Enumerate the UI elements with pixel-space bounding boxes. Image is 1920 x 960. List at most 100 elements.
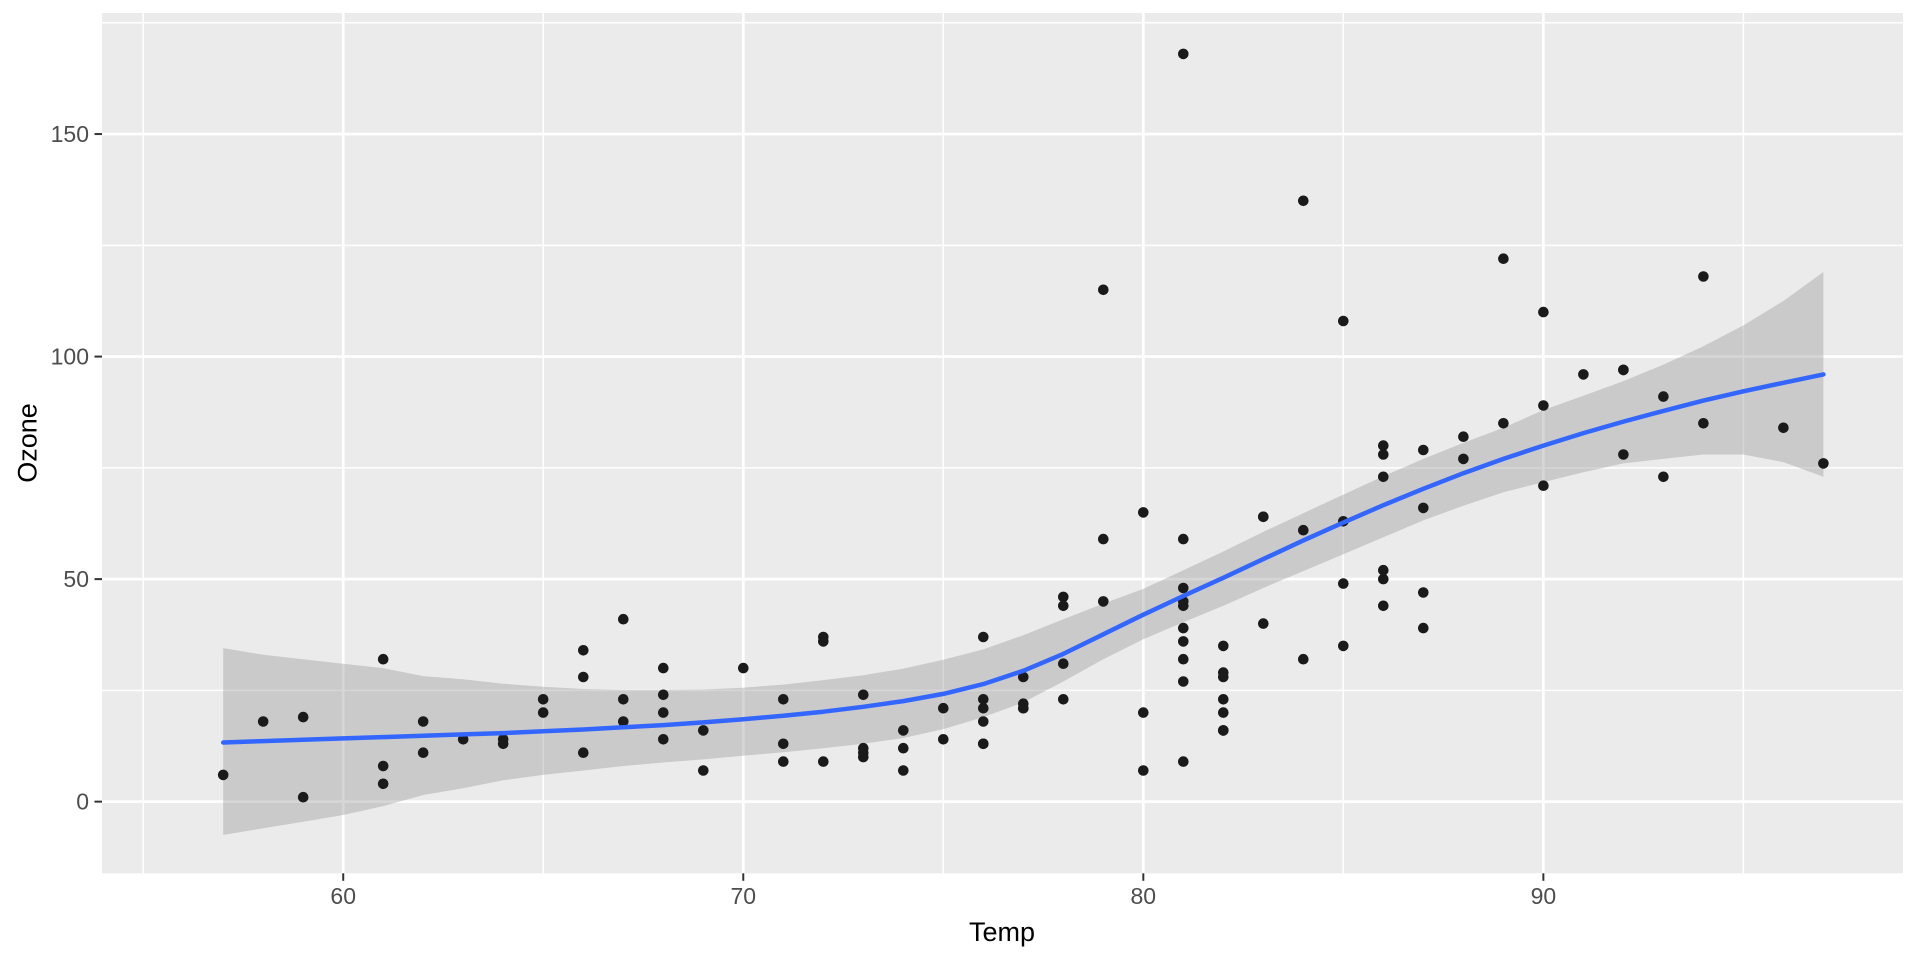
- data-point: [1138, 707, 1149, 718]
- data-point: [1058, 600, 1069, 612]
- data-point: [1058, 591, 1069, 603]
- data-point: [658, 662, 669, 674]
- data-point: [1018, 671, 1029, 683]
- data-point: [1098, 533, 1109, 545]
- data-point: [1658, 471, 1669, 483]
- data-point: [658, 734, 669, 745]
- data-point: [1378, 573, 1389, 585]
- data-point: [898, 742, 909, 754]
- data-point: [1298, 653, 1309, 665]
- data-point: [1298, 195, 1309, 207]
- data-point: [537, 694, 549, 705]
- data-point: [1418, 587, 1429, 598]
- data-point: [938, 734, 949, 745]
- data-point: [1538, 306, 1549, 318]
- data-point: [1378, 564, 1389, 576]
- data-point: [417, 716, 429, 727]
- data-point: [938, 702, 949, 714]
- data-point: [1178, 622, 1189, 634]
- plot-panel: [102, 13, 1903, 874]
- data-point: [1458, 431, 1469, 443]
- data-point: [618, 694, 629, 705]
- data-point: [1338, 578, 1349, 589]
- data-point: [1378, 449, 1389, 460]
- data-point: [1058, 658, 1069, 669]
- data-point: [1178, 600, 1189, 612]
- data-point: [1618, 449, 1629, 460]
- data-point: [1258, 618, 1269, 629]
- data-point: [898, 765, 909, 776]
- data-point: [1298, 524, 1309, 536]
- data-point: [1218, 725, 1229, 736]
- loess-smooth-line: [220, 372, 1826, 745]
- data-point: [1178, 756, 1189, 767]
- x-axis-title: Temp: [968, 917, 1036, 947]
- data-point: [297, 791, 309, 803]
- data-point: [618, 613, 629, 625]
- data-point: [1378, 440, 1389, 451]
- data-point: [1418, 444, 1429, 456]
- data-point: [1178, 48, 1189, 60]
- data-point: [1258, 511, 1269, 523]
- data-point: [978, 631, 989, 643]
- data-point: [497, 738, 509, 750]
- data-point: [1698, 271, 1709, 282]
- data-point: [1178, 653, 1189, 665]
- data-point: [297, 711, 309, 723]
- data-point: [1418, 622, 1429, 634]
- data-point: [217, 769, 229, 781]
- y-tick-label: 50: [63, 566, 89, 592]
- data-point: [1098, 596, 1109, 607]
- data-point: [1218, 640, 1229, 652]
- x-tick-label: 90: [1531, 883, 1557, 909]
- data-point: [978, 694, 989, 705]
- x-tick-label: 70: [730, 883, 756, 909]
- data-point: [978, 738, 989, 750]
- data-point: [618, 716, 629, 727]
- data-point: [1418, 502, 1429, 514]
- data-point: [1658, 391, 1669, 402]
- data-point: [1338, 315, 1349, 327]
- data-point: [1138, 765, 1149, 776]
- y-tick-label: 0: [76, 789, 89, 815]
- data-point: [858, 689, 869, 701]
- data-point: [1698, 418, 1709, 429]
- y-axis-title: Ozone: [12, 403, 43, 483]
- data-point: [738, 662, 749, 674]
- data-point: [1338, 640, 1349, 652]
- data-point: [1218, 694, 1229, 705]
- data-point: [858, 742, 869, 754]
- data-point: [257, 716, 269, 727]
- data-point: [1778, 422, 1789, 434]
- data-point: [417, 747, 429, 758]
- data-point: [578, 645, 589, 656]
- data-point: [1378, 471, 1389, 483]
- data-point: [858, 751, 869, 763]
- data-point: [1178, 636, 1189, 647]
- data-point: [1498, 253, 1509, 264]
- data-point: [698, 725, 709, 736]
- data-point: [978, 716, 989, 727]
- data-point: [578, 747, 589, 758]
- data-point: [778, 756, 789, 767]
- data-point: [778, 738, 789, 750]
- y-tick-label: 150: [51, 121, 89, 147]
- data-point: [377, 760, 389, 772]
- data-point: [1218, 707, 1229, 718]
- data-point: [578, 671, 589, 683]
- data-point: [1178, 582, 1189, 594]
- data-point: [1498, 418, 1509, 429]
- data-point: [1018, 702, 1029, 714]
- data-point: [1538, 480, 1549, 492]
- data-point: [1058, 694, 1069, 705]
- data-point: [1218, 671, 1229, 683]
- data-point: [658, 689, 669, 701]
- data-point: [1578, 369, 1589, 380]
- data-point: [1138, 507, 1149, 518]
- data-point: [658, 707, 669, 718]
- data-point: [1098, 284, 1109, 296]
- y-tick-label: 100: [51, 344, 89, 370]
- data-point: [818, 756, 829, 767]
- data-point: [698, 765, 709, 776]
